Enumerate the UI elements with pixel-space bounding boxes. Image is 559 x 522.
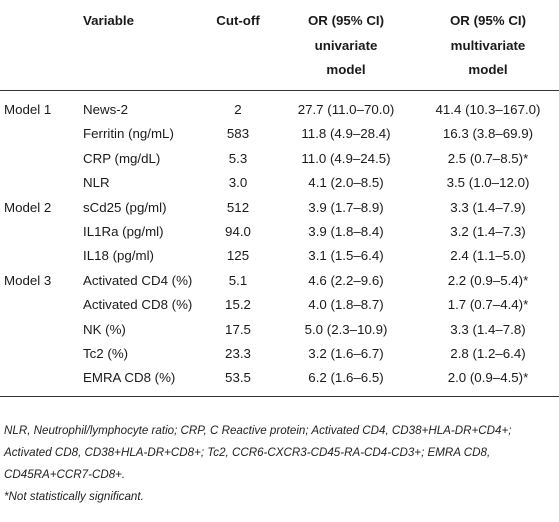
cell-multivariate: 41.4 (10.3–167.0) [435, 102, 541, 117]
cell-univariate: 11.8 (4.9–28.4) [301, 126, 391, 142]
cell-model [0, 318, 83, 342]
odds-ratio-table: Variable Cut-off OR (95% CI) univariate … [0, 0, 559, 397]
cell-cutoff: 53.5 [201, 366, 275, 397]
cell-univariate: 3.9 (1.7–8.9) [308, 199, 384, 215]
cell-model: Model 2 [4, 199, 52, 215]
cell-multivariate: 3.3 (1.4–7.8) [450, 321, 526, 337]
header-univariate-line2: univariate [314, 37, 378, 53]
table-footnotes: NLR, Neutrophil/lymphocyte ratio; CRP, C… [4, 420, 556, 508]
footnote-significance: *Not statistically significant. [4, 490, 144, 503]
footnote-abbreviations: NLR, Neutrophil/lymphocyte ratio; CRP, C… [4, 424, 512, 481]
cell-variable: IL18 (pg/ml) [83, 248, 154, 264]
table-row: Model 2 sCd25 (pg/ml) 512 3.9 (1.7–8.9) 3.3 … [0, 196, 559, 220]
header-multivariate-line2: multivariate [450, 37, 526, 53]
cell-variable: NK (%) [83, 321, 126, 337]
header-univariate-line1: OR (95% CI) [307, 13, 385, 28]
cell-cutoff: 5.3 [228, 150, 248, 166]
header-univariate-line3: model [326, 62, 366, 77]
cell-cutoff: 17.5 [225, 321, 251, 337]
cell-univariate: 3.9 (1.8–8.4) [308, 224, 384, 240]
cell-cutoff: 15.2 [225, 297, 251, 313]
table-row: CRP (mg/dL) 5.3 11.0 (4.9–24.5) 2.5 (0.7–8.… [0, 147, 559, 171]
cell-model [0, 342, 83, 366]
table-row: IL1Ra (pg/ml) 94.0 3.9 (1.8–8.4) 3.2 (1.4–7… [0, 220, 559, 244]
cell-cutoff: 583 [226, 126, 250, 142]
cell-model [0, 244, 83, 268]
cell-model [0, 171, 83, 195]
cell-model [0, 366, 83, 397]
cell-model [0, 293, 83, 317]
cell-variable: News-2 [83, 102, 129, 117]
cell-univariate: 27.7 (11.0–70.0) [297, 102, 395, 117]
cell-multivariate: 3.3 (1.4–7.9) [450, 199, 526, 215]
cell-cutoff: 125 [226, 248, 250, 264]
cell-variable: CRP (mg/dL) [83, 150, 161, 166]
cell-model [0, 122, 83, 146]
cell-cutoff: 512 [226, 199, 250, 215]
cell-univariate: 4.1 (2.0–8.5) [308, 175, 384, 191]
cell-univariate: 11.0 (4.9–24.5) [301, 150, 391, 166]
table-body: Model 1 News-2 2 27.7 (11.0–70.0) 41.4 (10.3… [0, 91, 559, 397]
cell-univariate: 4.6 (2.2–9.6) [308, 272, 384, 288]
cell-variable: NLR [83, 175, 110, 191]
cell-multivariate: 2.0 (0.9–4.5)* [417, 366, 559, 397]
header-multivariate-line3: model [468, 62, 508, 77]
cell-multivariate: 2.2 (0.9–5.4)* [447, 272, 529, 288]
header-cutoff: Cut-off [201, 0, 275, 91]
header-model [0, 0, 83, 91]
cell-variable: IL1Ra (pg/ml) [83, 224, 164, 240]
table-row: IL18 (pg/ml) 125 3.1 (1.5–6.4) 2.4 (1.1–5.0… [0, 244, 559, 268]
cell-univariate: 5.0 (2.3–10.9) [304, 321, 388, 337]
cell-univariate: 3.2 (1.6–6.7) [308, 346, 384, 362]
cell-model: Model 3 [4, 272, 52, 288]
cell-multivariate: 2.8 (1.2–6.4) [450, 346, 526, 362]
cell-univariate: 6.2 (1.6–6.5) [275, 366, 417, 397]
cell-variable: Activated CD8 (%) [83, 297, 193, 313]
table-row: NLR 3.0 4.1 (2.0–8.5) 3.5 (1.0–12.0) [0, 171, 559, 195]
cell-model [0, 147, 83, 171]
cell-cutoff: 3.0 [228, 175, 248, 191]
table-row: Tc2 (%) 23.3 3.2 (1.6–6.7) 2.8 (1.2–6.4) [0, 342, 559, 366]
cell-variable: Activated CD4 (%) [83, 272, 193, 288]
cell-cutoff: 23.3 [225, 346, 251, 362]
cell-model: Model 1 [4, 102, 52, 117]
header-multivariate: OR (95% CI) multivariate model [417, 0, 559, 91]
cell-variable: EMRA CD8 (%) [83, 366, 201, 397]
cell-cutoff: 5.1 [228, 272, 248, 288]
cell-cutoff: 2 [234, 102, 242, 117]
table-row: NK (%) 17.5 5.0 (2.3–10.9) 3.3 (1.4–7.8) [0, 318, 559, 342]
header-univariate: OR (95% CI) univariate model [275, 0, 417, 91]
table-row: Model 3 Activated CD4 (%) 5.1 4.6 (2.2–9.6)… [0, 269, 559, 293]
cell-variable: Tc2 (%) [83, 346, 129, 362]
table-row: Ferritin (ng/mL) 583 11.8 (4.9–28.4) 16.3 (… [0, 122, 559, 146]
table-row: Activated CD8 (%) 15.2 4.0 (1.8–8.7) 1.7 (0… [0, 293, 559, 317]
cell-multivariate: 2.5 (0.7–8.5)* [447, 150, 529, 166]
cell-cutoff: 94.0 [225, 224, 251, 240]
header-variable: Variable [83, 0, 201, 91]
cell-multivariate: 3.2 (1.4–7.3) [450, 224, 526, 240]
table-row: EMRA CD8 (%) 53.5 6.2 (1.6–6.5) 2.0 (0.9–4.… [0, 366, 559, 397]
cell-univariate: 3.1 (1.5–6.4) [308, 248, 384, 264]
cell-model [0, 220, 83, 244]
cell-multivariate: 3.5 (1.0–12.0) [446, 175, 530, 191]
cell-variable: Ferritin (ng/mL) [83, 126, 174, 142]
table-row: Model 1 News-2 2 27.7 (11.0–70.0) 41.4 (10.3… [0, 91, 559, 123]
cell-multivariate: 2.4 (1.1–5.0) [450, 248, 526, 264]
header-multivariate-line1: OR (95% CI) [449, 13, 527, 28]
table-header-row: Variable Cut-off OR (95% CI) univariate … [0, 0, 559, 91]
cell-multivariate: 16.3 (3.8–69.9) [442, 126, 534, 142]
cell-multivariate: 1.7 (0.7–4.4)* [447, 297, 529, 313]
cell-variable: sCd25 (pg/ml) [83, 199, 167, 215]
cell-univariate: 4.0 (1.8–8.7) [308, 297, 384, 313]
